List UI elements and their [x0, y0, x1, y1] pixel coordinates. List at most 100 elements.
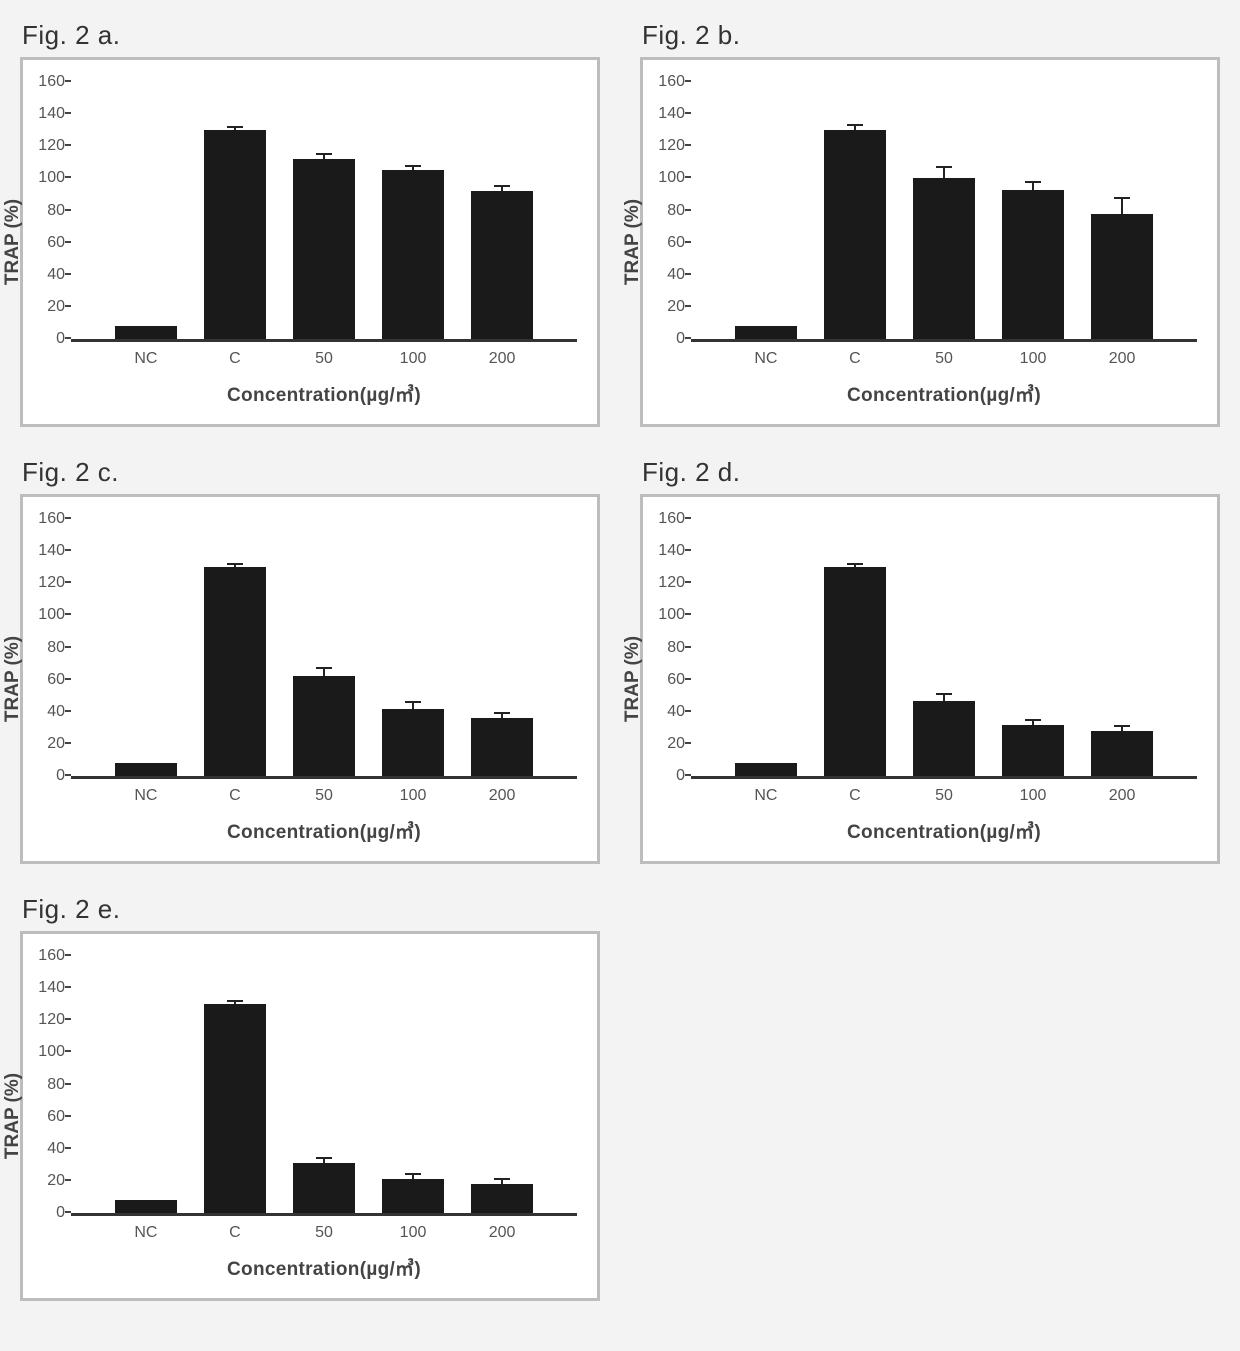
y-tick-label: 140 — [25, 980, 65, 996]
y-tick-label: 120 — [25, 575, 65, 591]
x-tick-label: 200 — [471, 1224, 533, 1242]
bar — [471, 191, 533, 339]
x-tick-label: C — [204, 1224, 266, 1242]
plot-area: 020406080100120140160 — [71, 956, 577, 1216]
y-tick-label: 140 — [25, 543, 65, 559]
x-tick-label: NC — [115, 1224, 177, 1242]
error-cap — [227, 1000, 243, 1002]
error-bar — [1032, 182, 1034, 190]
bar — [204, 1004, 266, 1213]
bar — [735, 763, 797, 776]
y-axis-title: TRAP (%) — [622, 199, 644, 285]
bar — [204, 567, 266, 776]
panel-label: Fig. 2 e. — [22, 894, 600, 925]
chart-box: TRAP (%)020406080100120140160NCC50100200… — [20, 494, 600, 864]
x-labels-row: NCC50100200 — [691, 779, 1197, 805]
bars-container — [691, 519, 1197, 776]
bar-slot — [115, 82, 177, 339]
error-cap — [405, 165, 421, 167]
panel-label: Fig. 2 a. — [22, 20, 600, 51]
x-tick-label: 200 — [1091, 350, 1153, 368]
chart-box: TRAP (%)020406080100120140160NCC50100200… — [640, 57, 1220, 427]
x-labels-row: NCC50100200 — [691, 342, 1197, 368]
y-tick-label: 140 — [645, 106, 685, 122]
y-tick-label: 120 — [645, 138, 685, 154]
chart-box: TRAP (%)020406080100120140160NCC50100200… — [640, 494, 1220, 864]
y-tick-label: 60 — [645, 235, 685, 251]
chart-panel-a: Fig. 2 a.TRAP (%)020406080100120140160NC… — [20, 20, 600, 427]
y-tick-label: 20 — [645, 299, 685, 315]
bar-slot — [115, 956, 177, 1213]
bar — [913, 701, 975, 776]
x-axis-title: Concentration(µg/㎥) — [71, 380, 577, 407]
x-axis-title: Concentration(µg/㎥) — [71, 1254, 577, 1281]
error-cap — [1025, 181, 1041, 183]
error-cap — [494, 712, 510, 714]
y-tick-label: 160 — [25, 74, 65, 90]
x-tick-label: 100 — [1002, 350, 1064, 368]
y-tick-label: 0 — [25, 331, 65, 347]
error-cap — [1114, 197, 1130, 199]
bars-container — [691, 82, 1197, 339]
bar — [735, 326, 797, 339]
y-tick-label: 20 — [25, 1173, 65, 1189]
x-tick-label: 50 — [293, 1224, 355, 1242]
chart-panel-d: Fig. 2 d.TRAP (%)020406080100120140160NC… — [640, 457, 1220, 864]
y-tick-label: 40 — [25, 1141, 65, 1157]
y-axis-title: TRAP (%) — [2, 199, 24, 285]
x-tick-label: NC — [735, 787, 797, 805]
x-tick-label: NC — [115, 350, 177, 368]
bars-container — [71, 82, 577, 339]
error-cap — [316, 667, 332, 669]
panel-label: Fig. 2 b. — [642, 20, 1220, 51]
bar-slot — [204, 519, 266, 776]
bar — [471, 1184, 533, 1213]
bar-slot — [204, 82, 266, 339]
x-labels-row: NCC50100200 — [71, 779, 577, 805]
x-tick-label: C — [824, 787, 886, 805]
bar-slot — [471, 519, 533, 776]
error-cap — [847, 563, 863, 565]
bar — [293, 159, 355, 339]
x-tick-label: 200 — [471, 787, 533, 805]
y-tick-label: 20 — [645, 736, 685, 752]
bar — [293, 676, 355, 776]
y-tick-label: 100 — [25, 1044, 65, 1060]
y-tick-label: 160 — [25, 948, 65, 964]
chart-box: TRAP (%)020406080100120140160NCC50100200… — [20, 931, 600, 1301]
x-tick-label: 50 — [913, 350, 975, 368]
y-tick-label: 60 — [645, 672, 685, 688]
y-tick-label: 20 — [25, 736, 65, 752]
x-labels-row: NCC50100200 — [71, 342, 577, 368]
error-cap — [494, 185, 510, 187]
y-tick-label: 60 — [25, 672, 65, 688]
error-cap — [494, 1178, 510, 1180]
bar — [471, 718, 533, 776]
bar-slot — [471, 956, 533, 1213]
y-tick-label: 120 — [25, 138, 65, 154]
bar — [115, 763, 177, 776]
y-tick-label: 60 — [25, 1109, 65, 1125]
x-tick-label: 200 — [1091, 787, 1153, 805]
bar — [913, 178, 975, 339]
y-tick-label: 80 — [25, 640, 65, 656]
x-tick-label: 50 — [293, 350, 355, 368]
x-tick-label: C — [204, 350, 266, 368]
error-cap — [936, 166, 952, 168]
y-tick-label: 60 — [25, 235, 65, 251]
bar — [1002, 190, 1064, 339]
error-bar — [943, 167, 945, 178]
bar-slot — [293, 956, 355, 1213]
y-tick-label: 80 — [25, 203, 65, 219]
y-tick-label: 160 — [645, 74, 685, 90]
plot-area: 020406080100120140160 — [691, 82, 1197, 342]
panel-label: Fig. 2 d. — [642, 457, 1220, 488]
bar-slot — [913, 519, 975, 776]
y-axis-title: TRAP (%) — [2, 1073, 24, 1159]
y-tick-label: 100 — [645, 170, 685, 186]
x-tick-label: 200 — [471, 350, 533, 368]
y-tick-label: 80 — [645, 203, 685, 219]
y-tick-label: 140 — [25, 106, 65, 122]
y-tick-label: 120 — [25, 1012, 65, 1028]
bars-container — [71, 519, 577, 776]
